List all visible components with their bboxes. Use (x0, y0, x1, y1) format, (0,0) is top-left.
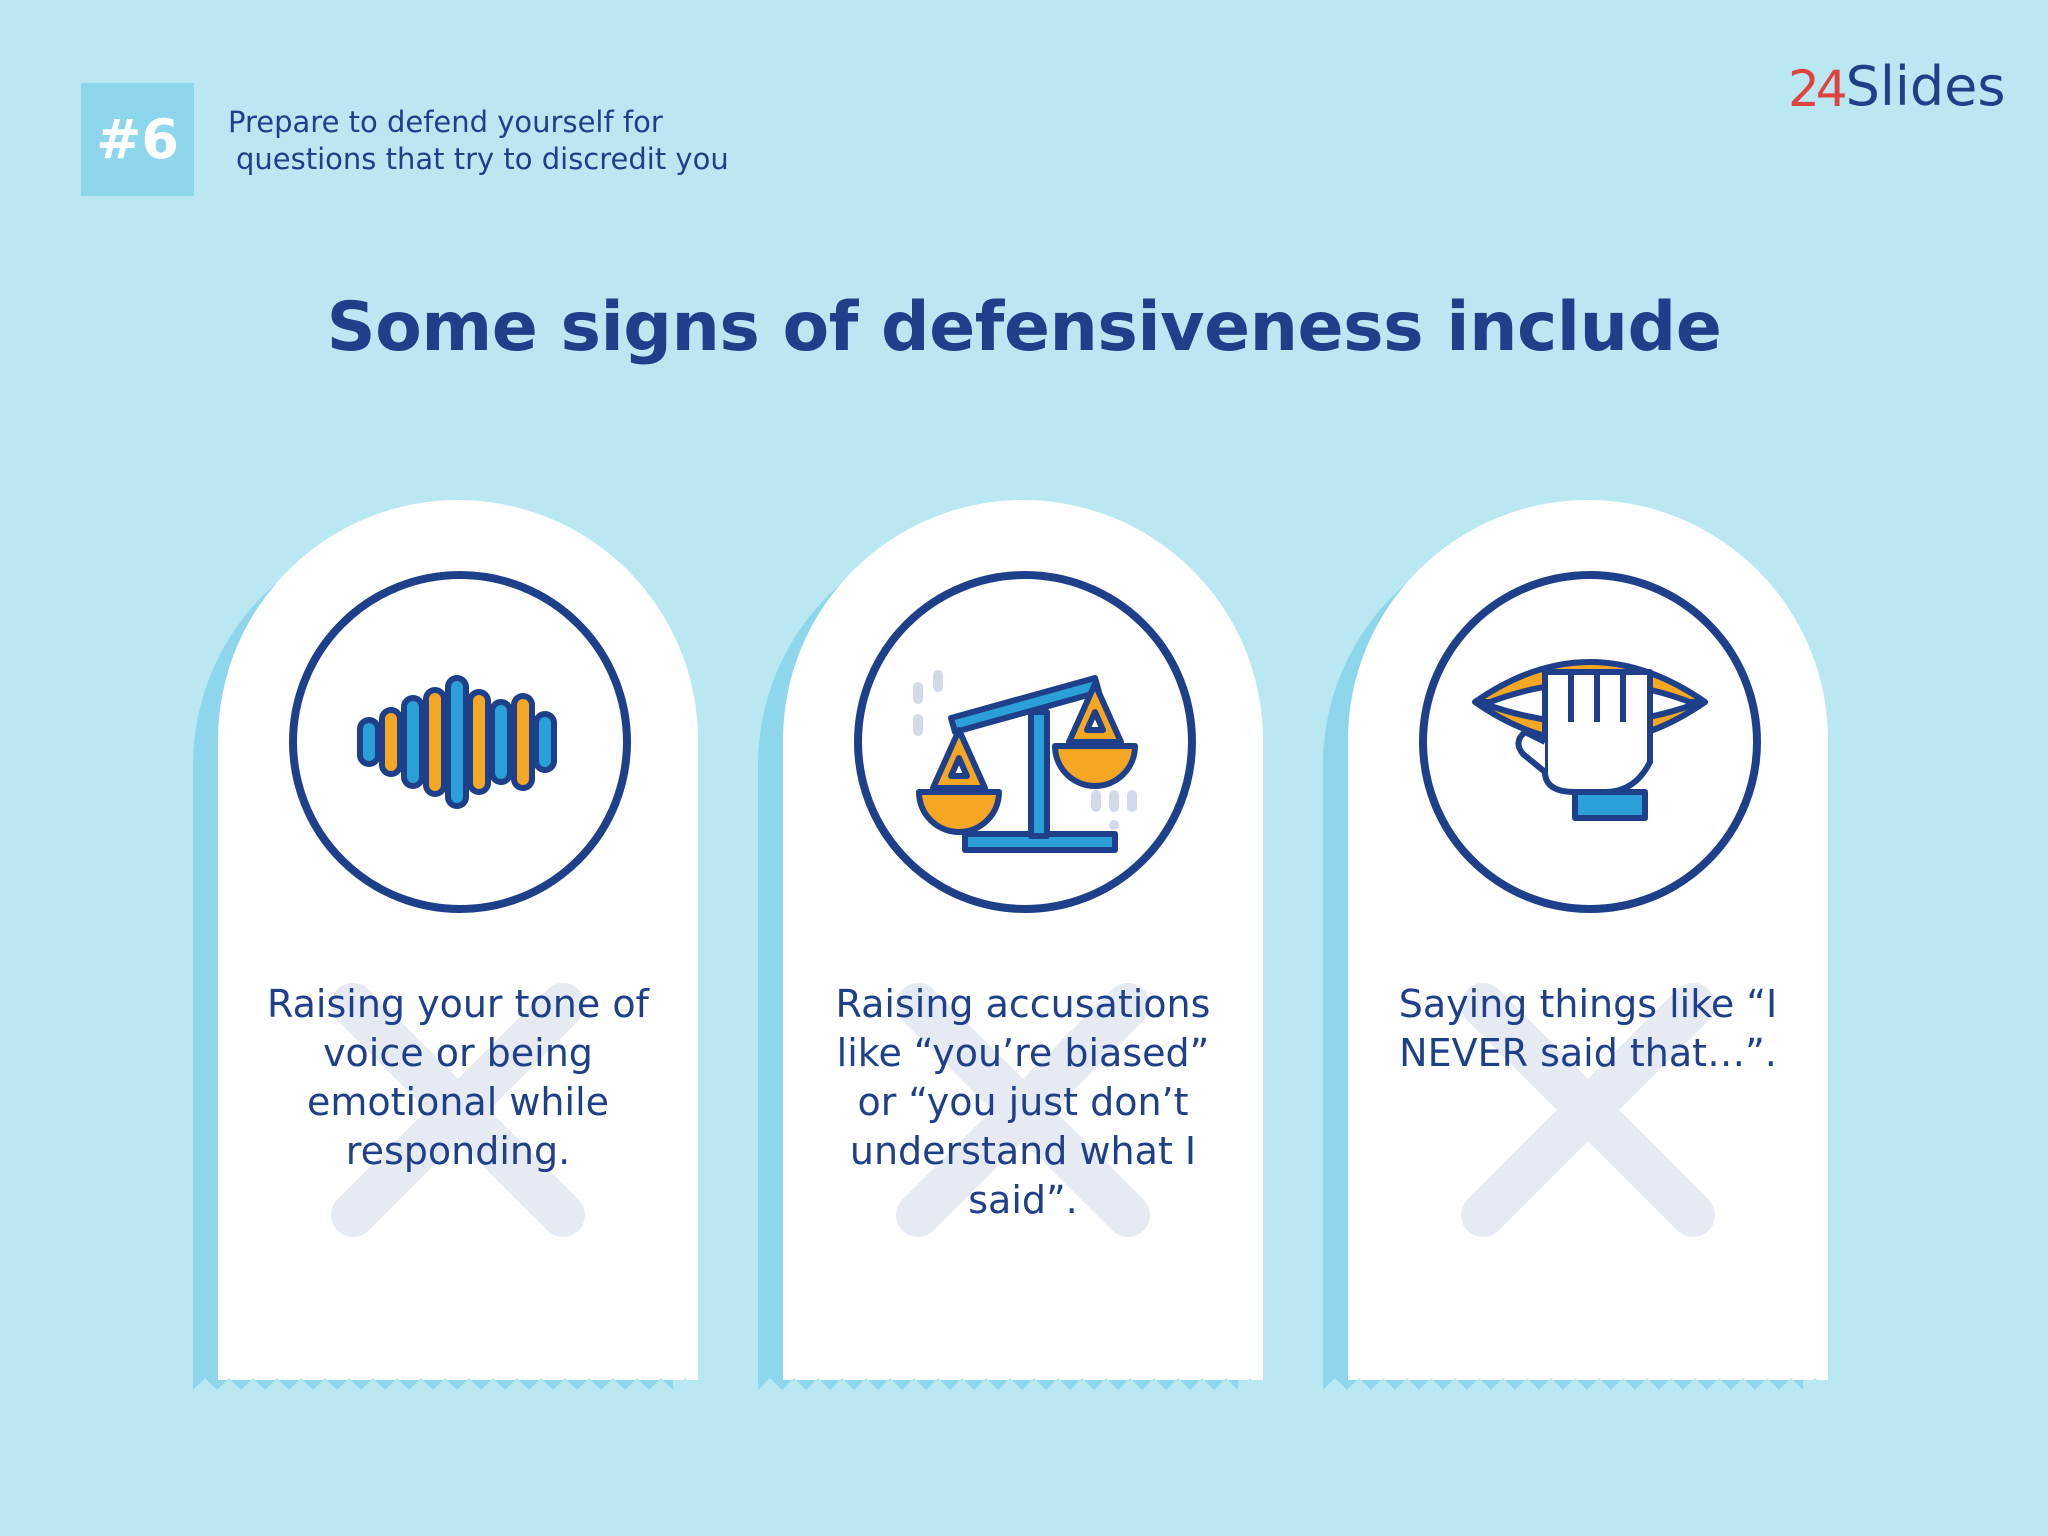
card-body: Raising accusations like “you’re biased”… (783, 500, 1263, 1380)
card-3: Saying things like “I NEVER said that…”. (1323, 500, 1853, 1415)
brand-logo: 24 Slides (1788, 48, 2006, 118)
subtitle: Prepare to defend yourself for questions… (228, 104, 828, 178)
scale-icon (854, 571, 1196, 913)
logo-word: Slides (1845, 55, 2006, 118)
card-text: Raising your tone of voice or being emot… (267, 982, 649, 1173)
torn-edge (1323, 1378, 1828, 1415)
card-body: Raising your tone of voice or being emot… (218, 500, 698, 1380)
page-title: Some signs of defensiveness include (326, 288, 1722, 367)
logo-number: 24 (1788, 60, 1848, 118)
card-2: Raising accusations like “you’re biased”… (758, 500, 1288, 1415)
subtitle-line-1: Prepare to defend yourself for (228, 105, 663, 139)
sound-wave-icon (289, 571, 631, 913)
card-text: Saying things like “I NEVER said that…”. (1398, 982, 1778, 1075)
faded-x-icon (331, 983, 585, 1237)
subtitle-line-2: questions that try to discredit you (236, 142, 729, 176)
hand-over-mouth-icon (1419, 571, 1761, 913)
torn-edge (193, 1378, 698, 1415)
card-text: Raising accusations like “you’re biased”… (835, 982, 1211, 1222)
torn-edge (758, 1378, 1263, 1415)
card-1: Raising your tone of voice or being emot… (193, 500, 723, 1415)
faded-x-icon (1461, 983, 1715, 1237)
card-body: Saying things like “I NEVER said that…”. (1348, 500, 1828, 1380)
number-badge: #6 (81, 83, 194, 196)
faded-x-icon (896, 983, 1150, 1237)
